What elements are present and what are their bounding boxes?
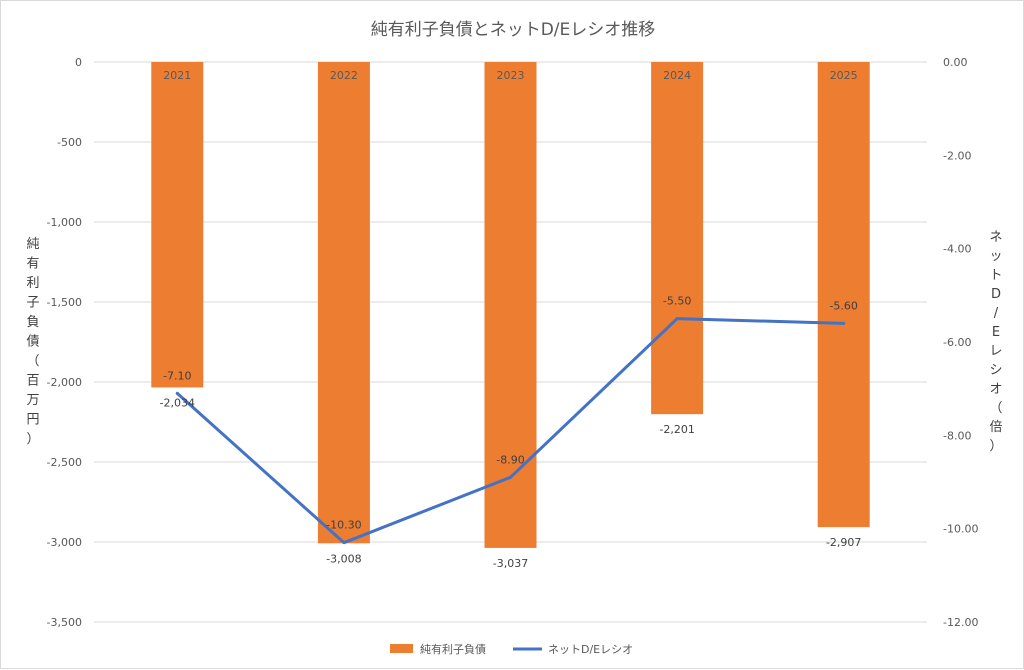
right-tick-label: -2.00 [943,149,971,162]
right-tick-label: -12.00 [943,616,978,629]
bar-series: 2021 2022 2023 2024 2025 [151,62,870,548]
axis-titles: 純有利子負債（百万円） ネット D / E レシオ（倍） [26,230,1002,454]
bar [151,62,204,388]
bar-data-label: -3,037 [493,557,528,570]
line-data-label: -10.30 [326,519,361,532]
left-tick-label: -1,500 [47,296,82,309]
line-point [342,541,346,545]
bar [651,62,704,415]
bar [317,62,370,544]
right-axis: 0.00 -2.00 -4.00 -6.00 -8.00 -10.00 -12.00 [943,56,978,629]
line-series [175,317,846,545]
left-tick-label: -1,000 [47,216,82,229]
right-tick-label: 0.00 [943,56,968,69]
left-tick-label: -3,500 [47,616,82,629]
chart-title: 純有利子負債とネットD/Eレシオ推移 [371,20,656,40]
line-data-label: -7.10 [163,369,191,382]
category-label: 2024 [663,69,691,82]
legend-swatch-bar [390,644,413,653]
bar [817,62,870,528]
line-point [509,475,512,479]
left-tick-label: 0 [75,56,82,69]
category-label: 2025 [830,69,858,82]
left-tick-label: -500 [57,136,82,149]
category-label: 2021 [163,69,191,82]
line-point [675,317,679,321]
left-tick-label: -3,000 [47,536,82,549]
line-point [175,391,179,395]
category-label: 2023 [497,69,525,82]
right-axis-title: ネット D / E レシオ（倍） [989,230,1002,454]
right-tick-label: -4.00 [943,243,971,256]
line-data-label: -5.50 [663,295,691,308]
legend-label-bar: 純有利子負債 [420,642,486,656]
bar [484,62,537,548]
bar-data-label: -3,008 [326,552,361,565]
data-labels: -2,034 -3,008 -3,037 -2,201 -2,907 -7.10 -10.3… [160,295,862,570]
left-axis: 0 -500 -1,000 -1,500 -2,000 -2,500 -3,000 -3,50… [47,56,82,629]
line-data-label: -5.60 [829,299,857,312]
right-tick-label: -8.00 [943,429,971,442]
left-tick-label: -2,500 [47,456,82,469]
bar-data-label: -2,034 [160,396,195,409]
left-axis-title: 純有利子負債（百万円） [26,237,39,447]
category-label: 2022 [330,69,358,82]
legend: 純有利子負債 ネットD/Eレシオ [390,642,633,656]
line-point [842,321,846,325]
right-tick-label: -10.00 [943,523,978,536]
legend-label-line: ネットD/Eレシオ [548,643,633,656]
left-tick-label: -2,000 [47,376,82,389]
line-data-label: -8.90 [496,453,524,466]
bar-data-label: -2,907 [826,536,861,549]
bar-data-label: -2,201 [659,423,694,436]
right-tick-label: -6.00 [943,336,971,349]
